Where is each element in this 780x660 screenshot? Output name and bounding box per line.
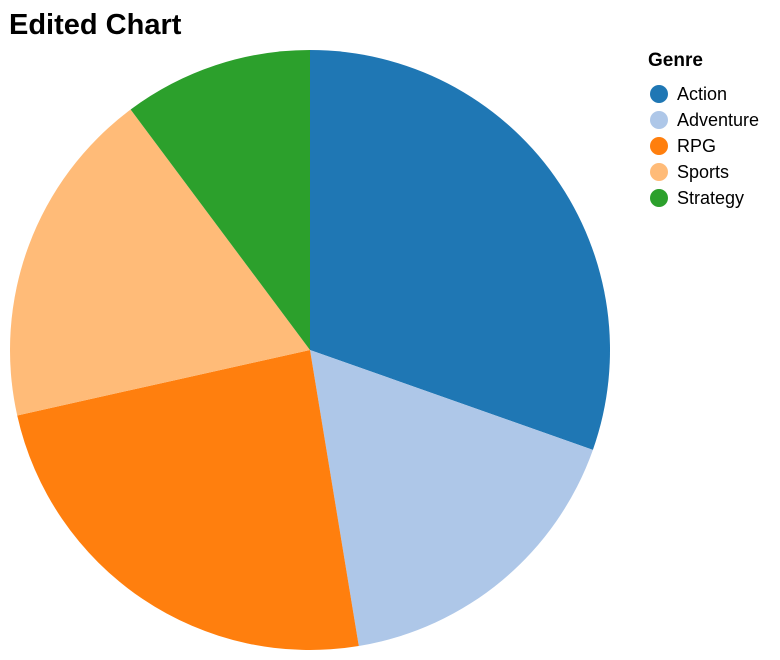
legend-label-strategy: Strategy [677, 187, 745, 208]
legend-swatch-rpg [650, 137, 668, 155]
legend-item-adventure: Adventure [648, 107, 759, 133]
legend-swatch-adventure [650, 111, 668, 129]
pie-slices [9, 49, 611, 651]
legend-title: Genre [648, 50, 703, 71]
legend-item-action: Action [648, 81, 759, 107]
legend-label-rpg: RPG [677, 135, 717, 156]
legend-label-adventure: Adventure [677, 109, 760, 130]
legend-label-sports: Sports [677, 161, 730, 182]
pie-slice-rpg [17, 350, 359, 651]
pie-slice-strategy [130, 50, 310, 350]
legend-label-action: Action [677, 83, 728, 104]
legend-item-sports: Sports [648, 159, 759, 185]
pie-slice-action [310, 49, 611, 450]
legend-item-rpg: RPG [648, 133, 759, 159]
pie-slice-sports [9, 109, 311, 416]
legend-items: Action Adventure RPG Sports Strategy [648, 81, 759, 211]
pie-slice-adventure [310, 350, 593, 647]
legend: Genre Action Adventure RPG Sports Strategy [648, 49, 759, 211]
legend-swatch-strategy [650, 189, 668, 207]
legend-swatch-sports [650, 163, 668, 181]
legend-swatch-action [650, 85, 668, 103]
chart-title: Edited Chart [9, 9, 182, 41]
legend-item-strategy: Strategy [648, 185, 759, 211]
